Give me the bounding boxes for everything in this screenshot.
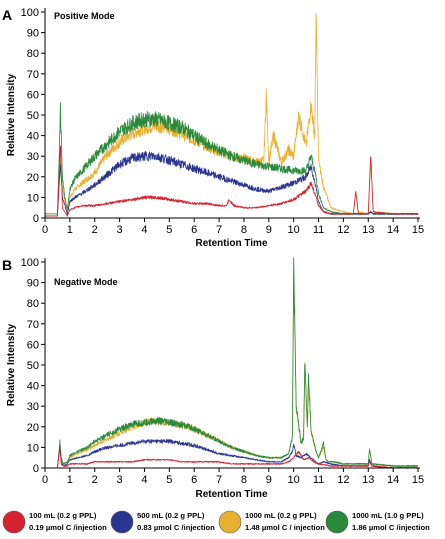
y-tick-label: 10 (27, 192, 39, 204)
x-tick-label: 12 (337, 474, 349, 486)
legend-swatch (2, 510, 26, 534)
series-line-2 (44, 150, 419, 217)
y-tick-label: 60 (27, 339, 39, 351)
y-tick-label: 100 (21, 7, 39, 19)
y-tick-label: 70 (27, 69, 39, 81)
x-tick-label: 9 (266, 474, 272, 486)
x-tick-label: 1 (67, 474, 73, 486)
x-tick-label: 15 (412, 474, 424, 486)
legend-label-line2: 1.48 µmol C / injection (245, 523, 325, 532)
y-tick-label: 0 (33, 463, 39, 475)
x-tick-label: 0 (42, 474, 48, 486)
legend-swatch (110, 510, 134, 534)
x-tick-label: 11 (313, 224, 324, 236)
x-tick-label: 3 (117, 224, 123, 236)
y-axis-label: Relative Intensity (6, 73, 17, 156)
x-tick-label: 4 (141, 474, 147, 486)
x-tick-label: 14 (387, 474, 399, 486)
x-tick-label: 1 (67, 224, 73, 236)
y-tick-label: 40 (27, 131, 39, 143)
x-axis-label: Retention Time (195, 489, 267, 500)
legend-label-line2: 0.19 µmol C /injection (29, 523, 107, 532)
y-tick-label: 20 (27, 172, 39, 184)
legend-label-line2: 1.86 µmol C /injection (352, 523, 430, 532)
x-tick-label: 10 (288, 474, 300, 486)
x-tick-label: 8 (241, 224, 247, 236)
series-line-0 (44, 12, 419, 215)
legend-swatch (325, 510, 349, 534)
x-tick-label: 14 (387, 224, 399, 236)
series-line-1 (44, 102, 419, 215)
y-tick-label: 20 (27, 422, 39, 434)
x-tick-label: 7 (216, 474, 222, 486)
legend-swatch (218, 510, 242, 534)
panel-title: Positive Mode (54, 11, 115, 21)
y-tick-label: 60 (27, 89, 39, 101)
x-tick-label: 6 (191, 224, 197, 236)
panel-letter: A (2, 7, 12, 23)
series-line-3 (44, 145, 419, 217)
legend-label-line1: 1000 mL (1.0 g PPL) (352, 511, 424, 520)
x-tick-label: 15 (412, 224, 424, 236)
legend-label-line2: 0.83 µmol C /injection (137, 523, 215, 532)
series-line-3 (44, 446, 419, 469)
legend-label-line1: 500 mL (0.2 g PPL) (137, 511, 205, 520)
legend-label-line1: 1000 mL (0.2 g PPL) (245, 511, 317, 520)
x-tick-label: 10 (288, 224, 300, 236)
x-tick-label: 0 (42, 224, 48, 236)
y-tick-label: 80 (27, 298, 39, 310)
series-line-1 (44, 257, 419, 469)
x-tick-label: 4 (141, 224, 147, 236)
y-tick-label: 50 (27, 110, 39, 122)
x-tick-label: 2 (92, 474, 98, 486)
y-tick-label: 0 (33, 213, 39, 225)
y-tick-label: 30 (27, 401, 39, 413)
y-tick-label: 70 (27, 319, 39, 331)
y-tick-label: 90 (27, 28, 39, 40)
x-axis-label: Retention Time (195, 238, 267, 249)
y-tick-label: 40 (27, 381, 39, 393)
series-line-0 (44, 275, 419, 469)
x-tick-label: 5 (166, 224, 172, 236)
x-tick-label: 13 (362, 224, 374, 236)
y-tick-label: 10 (27, 442, 39, 454)
x-tick-label: 13 (362, 474, 374, 486)
x-tick-label: 2 (92, 224, 98, 236)
panel-letter: B (2, 257, 12, 273)
legend-label-line1: 100 mL (0.2 g PPL) (29, 511, 97, 520)
x-tick-label: 12 (337, 224, 349, 236)
x-tick-label: 11 (313, 474, 324, 486)
y-tick-label: 80 (27, 48, 39, 60)
x-tick-label: 5 (166, 474, 172, 486)
legend: 100 mL (0.2 g PPL) 0.19 µmol C /injection… (2, 510, 430, 534)
y-tick-label: 50 (27, 360, 39, 372)
x-tick-label: 9 (266, 224, 272, 236)
y-tick-label: 100 (21, 257, 39, 269)
y-tick-label: 90 (27, 278, 39, 290)
panel-title: Negative Mode (54, 277, 118, 287)
x-tick-label: 8 (241, 474, 247, 486)
x-tick-label: 7 (216, 224, 222, 236)
x-tick-label: 6 (191, 474, 197, 486)
x-tick-label: 3 (117, 474, 123, 486)
y-axis-label: Relative Intensity (6, 323, 17, 406)
y-tick-label: 30 (27, 151, 39, 163)
